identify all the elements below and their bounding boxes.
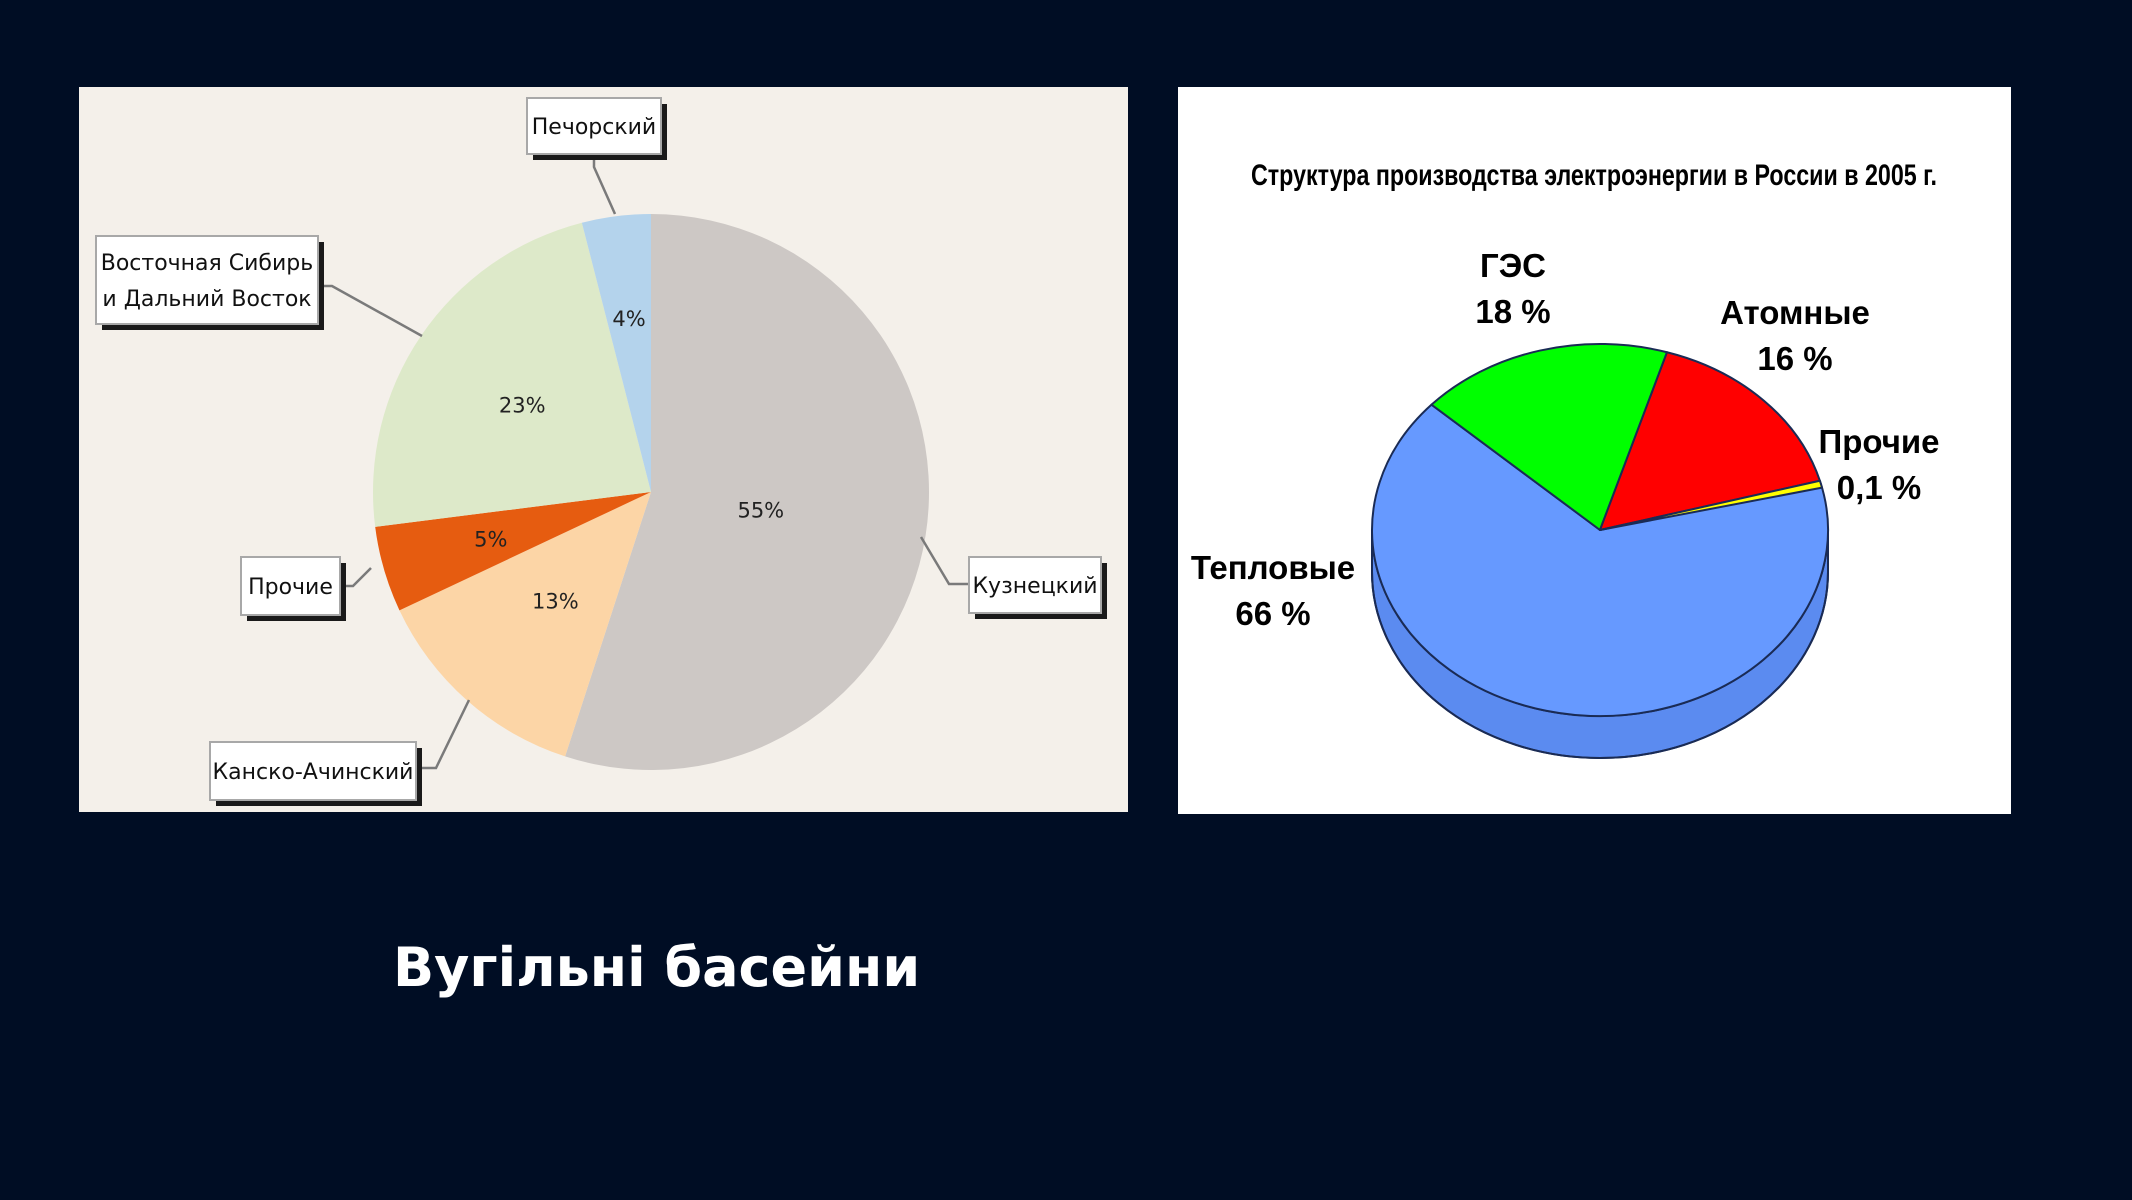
pie-slice xyxy=(372,222,651,527)
coal-basins-chart-panel: 55% 13% 5% 23% 4% Кузнецкий Канско-Ачинский Про… xyxy=(79,87,1128,812)
category-label: Кузнецкий xyxy=(972,574,1097,599)
category-label: Прочие xyxy=(1818,423,1939,460)
pie-slice xyxy=(399,492,651,757)
data-label: 66 % xyxy=(1235,595,1310,632)
pie-slice xyxy=(1599,351,1821,531)
callout-box xyxy=(968,556,1102,614)
leader-line xyxy=(592,154,617,215)
pie-slice xyxy=(375,492,651,611)
data-label: 13% xyxy=(532,589,579,613)
pie-slice xyxy=(1371,403,1829,717)
leader-line xyxy=(416,699,471,770)
chart-title: Структура производства электроэнергии в … xyxy=(1251,159,1937,192)
data-label: 16 % xyxy=(1757,340,1832,377)
pie-slice xyxy=(565,214,930,770)
category-label: ГЭС xyxy=(1480,247,1546,284)
data-label: 4% xyxy=(612,307,645,331)
pie-bottom-edge xyxy=(1371,571,1829,759)
callout-box xyxy=(209,741,417,801)
category-label: Восточная Сибирь и Дальний Восток xyxy=(101,251,313,312)
pie-slice xyxy=(1430,343,1669,531)
data-label: 0,1 % xyxy=(1837,469,1921,506)
slide-caption: Вугільні басейни xyxy=(393,936,921,999)
callout-box xyxy=(240,556,341,616)
data-label: 55% xyxy=(737,498,784,522)
coal-basins-pie-chart: 55% 13% 5% 23% 4% Кузнецкий Канско-Ачинский Про… xyxy=(95,97,1107,806)
data-label: 23% xyxy=(499,394,546,418)
category-label: Печорский xyxy=(532,115,656,140)
leader-line xyxy=(919,536,969,586)
callout-box xyxy=(526,97,662,155)
electricity-structure-pie-chart: Структура производства электроэнергии в … xyxy=(1191,159,1940,759)
data-label: 18 % xyxy=(1475,293,1550,330)
category-label: Атомные xyxy=(1720,294,1870,331)
callout-box xyxy=(95,235,319,325)
electricity-structure-chart-panel: Структура производства электроэнергии в … xyxy=(1178,87,2011,814)
category-label: Тепловые xyxy=(1191,549,1355,586)
category-label: Прочие xyxy=(248,575,333,600)
category-label: Канско-Ачинский xyxy=(213,760,414,785)
pie-slice xyxy=(1599,479,1824,531)
leader-line xyxy=(318,284,423,338)
data-label: 5% xyxy=(474,528,507,552)
pie-slice xyxy=(581,214,651,492)
